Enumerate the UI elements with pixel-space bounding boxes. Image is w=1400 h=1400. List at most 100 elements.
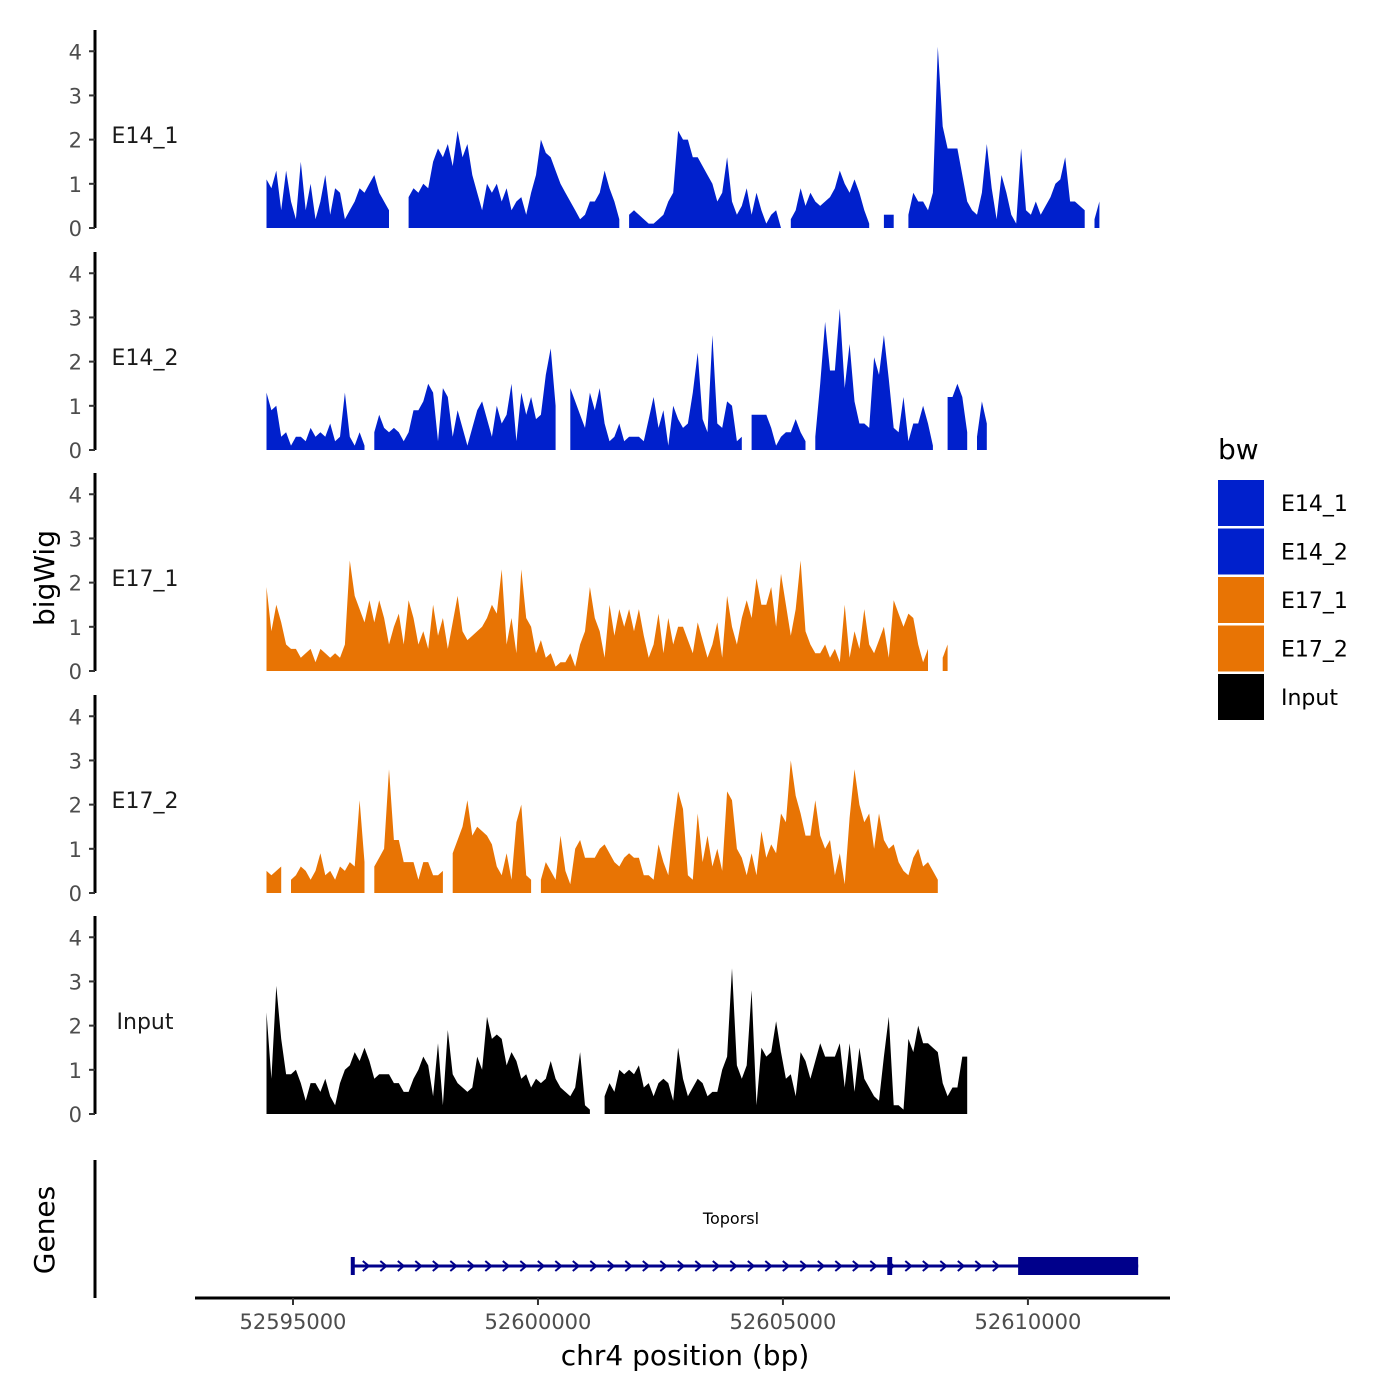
coverage-area-e14_2	[947, 383, 968, 450]
strand-arrow	[922, 1260, 931, 1272]
coverage-area-e17_2	[291, 800, 365, 893]
strand-arrow	[817, 1260, 826, 1272]
y-tick-label: 1	[69, 616, 82, 640]
strand-arrow	[677, 1260, 686, 1272]
legend-swatch	[1218, 528, 1264, 575]
strand-arrow	[834, 1260, 843, 1272]
track-e17_1: 0 1 2 3 4 E17_1	[69, 473, 948, 684]
y-tick-label: 3	[69, 749, 82, 773]
legend-label: E17_2	[1281, 638, 1348, 663]
y-tick-label: 4	[69, 262, 82, 286]
x-axis-title: chr4 position (bp)	[561, 1339, 810, 1372]
y-tick-label: 2	[69, 1015, 82, 1039]
strand-arrow	[712, 1260, 721, 1272]
legend-swatch	[1218, 625, 1264, 672]
coverage-area-e14_2	[977, 401, 987, 450]
y-tick-label: 2	[69, 572, 82, 596]
coverage-area-input	[266, 985, 590, 1114]
y-tick-label: 1	[69, 838, 82, 862]
y-tick-label: 4	[69, 40, 82, 64]
coverage-area-e14_1	[883, 214, 894, 228]
track-label: E17_2	[112, 789, 179, 814]
coverage-area-input	[604, 968, 968, 1114]
coverage-area-e14_2	[570, 335, 742, 450]
y-tick-label: 4	[69, 483, 82, 507]
strand-arrow	[992, 1260, 1001, 1272]
strand-arrow	[782, 1260, 791, 1272]
genes-axis-title: Genes	[28, 1186, 61, 1274]
x-tick-label: 52595000	[240, 1310, 347, 1334]
coverage-area-e14_1	[1094, 201, 1100, 228]
coverage-area-e14_2	[374, 348, 556, 450]
y-tick-label: 2	[69, 129, 82, 153]
y-tick-label: 1	[69, 395, 82, 419]
y-tick-label: 0	[69, 882, 82, 906]
y-tick-label: 3	[69, 970, 82, 994]
legend: bw E14_1 E14_2 E17_1 E17_2 Input	[1218, 433, 1348, 720]
strand-arrow	[624, 1260, 633, 1272]
y-tick-label: 4	[69, 926, 82, 950]
strand-arrow	[379, 1260, 388, 1272]
x-axis: 52595000 52600000 52605000 52610000	[195, 1296, 1170, 1334]
coverage-area-e14_2	[815, 308, 933, 450]
y-tick-label: 3	[69, 84, 82, 108]
track-label: E17_1	[112, 567, 179, 592]
strand-arrow	[764, 1260, 773, 1272]
strand-arrow	[729, 1260, 738, 1272]
track-label: E14_1	[112, 124, 179, 149]
x-tick-label: 52605000	[729, 1310, 836, 1334]
strand-arrow	[414, 1260, 423, 1272]
y-tick-label: 3	[69, 306, 82, 330]
gene-track: Toporsl	[93, 1160, 1139, 1298]
track-e17_2: 0 1 2 3 4 E17_2	[69, 695, 938, 906]
y-tick-label: 0	[69, 439, 82, 463]
coverage-area-e14_1	[408, 130, 620, 228]
strand-arrow	[467, 1260, 476, 1272]
coverage-area-e14_1	[908, 46, 1085, 228]
track-label: Input	[117, 1010, 174, 1035]
strand-arrow	[572, 1260, 581, 1272]
coverage-area-e17_2	[540, 760, 938, 893]
strand-arrow	[974, 1260, 983, 1272]
legend-swatch	[1218, 480, 1264, 526]
strand-arrow	[432, 1260, 441, 1272]
strand-arrow	[449, 1260, 458, 1272]
strand-arrow	[397, 1260, 406, 1272]
coverage-area-e14_1	[629, 130, 781, 228]
x-tick-label: 52600000	[485, 1310, 592, 1334]
track-label: E14_2	[112, 346, 179, 371]
strand-arrow	[904, 1260, 913, 1272]
coverage-area-e14_2	[266, 392, 365, 450]
gene-exon	[887, 1257, 893, 1275]
x-tick-label: 52610000	[974, 1310, 1081, 1334]
legend-label: E14_1	[1281, 492, 1348, 517]
y-tick-label: 1	[69, 1059, 82, 1083]
strand-arrow	[957, 1260, 966, 1272]
track-input: 0 1 2 3 4 Input	[69, 916, 968, 1127]
gene-exon	[350, 1257, 355, 1275]
coverage-area-e14_2	[751, 414, 806, 450]
coverage-area-e17_2	[452, 800, 532, 893]
strand-arrow	[642, 1260, 651, 1272]
coverage-area-e17_2	[374, 769, 443, 893]
strand-arrow	[554, 1260, 563, 1272]
coverage-tracks: 0 1 2 3 4 E14_1 0 1 2 3 4 E14_2 0 1 2 3 4 E17_1 0 1 2 3 4 E17_2…	[69, 30, 1100, 1127]
track-e14_2: 0 1 2 3 4 E14_2	[69, 252, 987, 463]
y-tick-label: 0	[69, 660, 82, 684]
legend-label: E14_2	[1281, 541, 1348, 566]
legend-label: Input	[1281, 686, 1338, 711]
coverage-area-e14_1	[790, 170, 870, 228]
y-tick-label: 0	[69, 217, 82, 241]
y-tick-label: 4	[69, 705, 82, 729]
gene-name-label: Toporsl	[702, 1209, 759, 1228]
track-e14_1: 0 1 2 3 4 E14_1	[69, 30, 1100, 241]
strand-arrow	[659, 1260, 668, 1272]
strand-arrow	[484, 1260, 493, 1272]
y-tick-label: 1	[69, 173, 82, 197]
strand-arrow	[852, 1260, 861, 1272]
y-tick-label: 2	[69, 351, 82, 375]
y-tick-label: 0	[69, 1103, 82, 1127]
coverage-area-e14_1	[266, 161, 389, 228]
strand-arrow	[694, 1260, 703, 1272]
